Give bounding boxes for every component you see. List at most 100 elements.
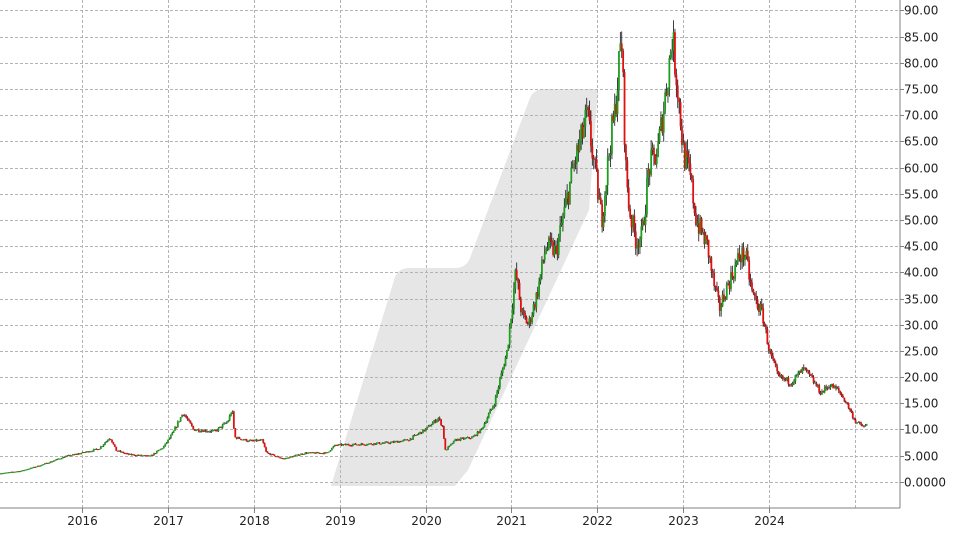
candle-up [816, 385, 819, 387]
candle-down [442, 426, 445, 439]
candle-up [486, 417, 489, 422]
candle-down [732, 277, 735, 279]
candle-down [76, 453, 78, 455]
candle-up [389, 442, 392, 444]
candle-up [101, 446, 104, 448]
candle-up [632, 215, 634, 228]
candle-up [92, 449, 95, 452]
candle-up [332, 446, 335, 448]
candle-up [836, 388, 839, 390]
y-tick-label: 65.00 [904, 135, 938, 149]
candle-up [548, 237, 550, 249]
candle-up [382, 442, 385, 444]
candle-up [168, 438, 171, 440]
candle-down [630, 217, 633, 228]
candle-down [577, 145, 580, 151]
candle-up [260, 439, 263, 441]
candle-up [682, 142, 685, 145]
candle-down [220, 426, 223, 428]
candle-down [185, 415, 188, 418]
candle-down [440, 419, 442, 426]
candle-down [718, 297, 721, 311]
candle-down [654, 154, 657, 165]
candle-down [748, 260, 751, 280]
candle-up [741, 247, 744, 263]
candle-down [272, 454, 274, 456]
candle-down [335, 444, 337, 446]
candle-up [725, 283, 728, 300]
candle-up [636, 244, 639, 249]
candle-up [244, 439, 246, 441]
candle-up [210, 430, 213, 432]
candle-down [197, 429, 200, 432]
candle-down [679, 102, 682, 127]
candle-up [74, 453, 77, 455]
candle-down [692, 179, 695, 204]
candle-down [291, 456, 294, 458]
candle-down [587, 107, 590, 111]
candle-up [721, 294, 724, 307]
candle-up [482, 427, 485, 429]
candle-up [71, 454, 74, 456]
candle-up [321, 453, 323, 455]
candle-down [549, 237, 552, 241]
y-tick-label: 35.00 [904, 293, 938, 307]
candle-down [255, 439, 258, 442]
candle-down [686, 150, 689, 158]
candle-up [476, 431, 479, 436]
candle-up [569, 181, 571, 204]
candle-down [258, 440, 260, 442]
candle-down [458, 438, 461, 441]
candle-up [381, 443, 384, 445]
candle-up [417, 433, 420, 435]
candle-down [370, 443, 372, 445]
candle-up [77, 453, 80, 455]
candle-up [647, 169, 650, 179]
candle-up [457, 438, 459, 441]
candle-down [781, 375, 784, 379]
candle-up [178, 421, 181, 423]
candle-down [246, 441, 249, 443]
candle-up [129, 453, 132, 455]
candle-up [70, 455, 73, 457]
candle-up [864, 425, 867, 427]
candle-up [447, 446, 450, 450]
candle-down [634, 231, 637, 249]
candle-up [298, 454, 301, 456]
candle-down [567, 192, 570, 204]
candle-down [693, 203, 696, 214]
candle-up [780, 375, 783, 377]
candle-up [541, 259, 543, 275]
candle-down [629, 208, 632, 218]
candle-down [844, 401, 847, 403]
candle-down [550, 240, 553, 243]
candle-down [517, 278, 520, 283]
candle-up [118, 450, 120, 452]
candle-up [403, 439, 406, 441]
candle-down [758, 308, 760, 312]
candle-down [713, 272, 716, 286]
y-tick-label: 80.00 [904, 57, 938, 71]
y-axis-labels: 90.00 85.00 80.00 75.00 70.00 65.00 60.00 55.00… [900, 4, 946, 490]
candle-up [15, 471, 18, 473]
candle-up [598, 197, 601, 200]
candle-up [162, 446, 165, 449]
candle-up [57, 458, 60, 460]
candle-up [437, 417, 440, 421]
y-tick-label: 40.00 [904, 266, 938, 280]
candle-up [759, 304, 762, 312]
candle-up [504, 357, 507, 367]
candle-up [62, 456, 64, 459]
x-tick-label: 2016 [67, 514, 98, 528]
candle-up [641, 220, 644, 227]
candle-up [564, 198, 567, 208]
candle-down [581, 124, 584, 138]
candle-down [325, 452, 328, 454]
candle-up [570, 167, 573, 182]
candle-up [84, 452, 87, 454]
candle-up [797, 372, 800, 375]
candle-down [556, 245, 559, 255]
candle-down [542, 259, 545, 261]
candle-up [830, 383, 833, 387]
candle-up [660, 117, 662, 129]
